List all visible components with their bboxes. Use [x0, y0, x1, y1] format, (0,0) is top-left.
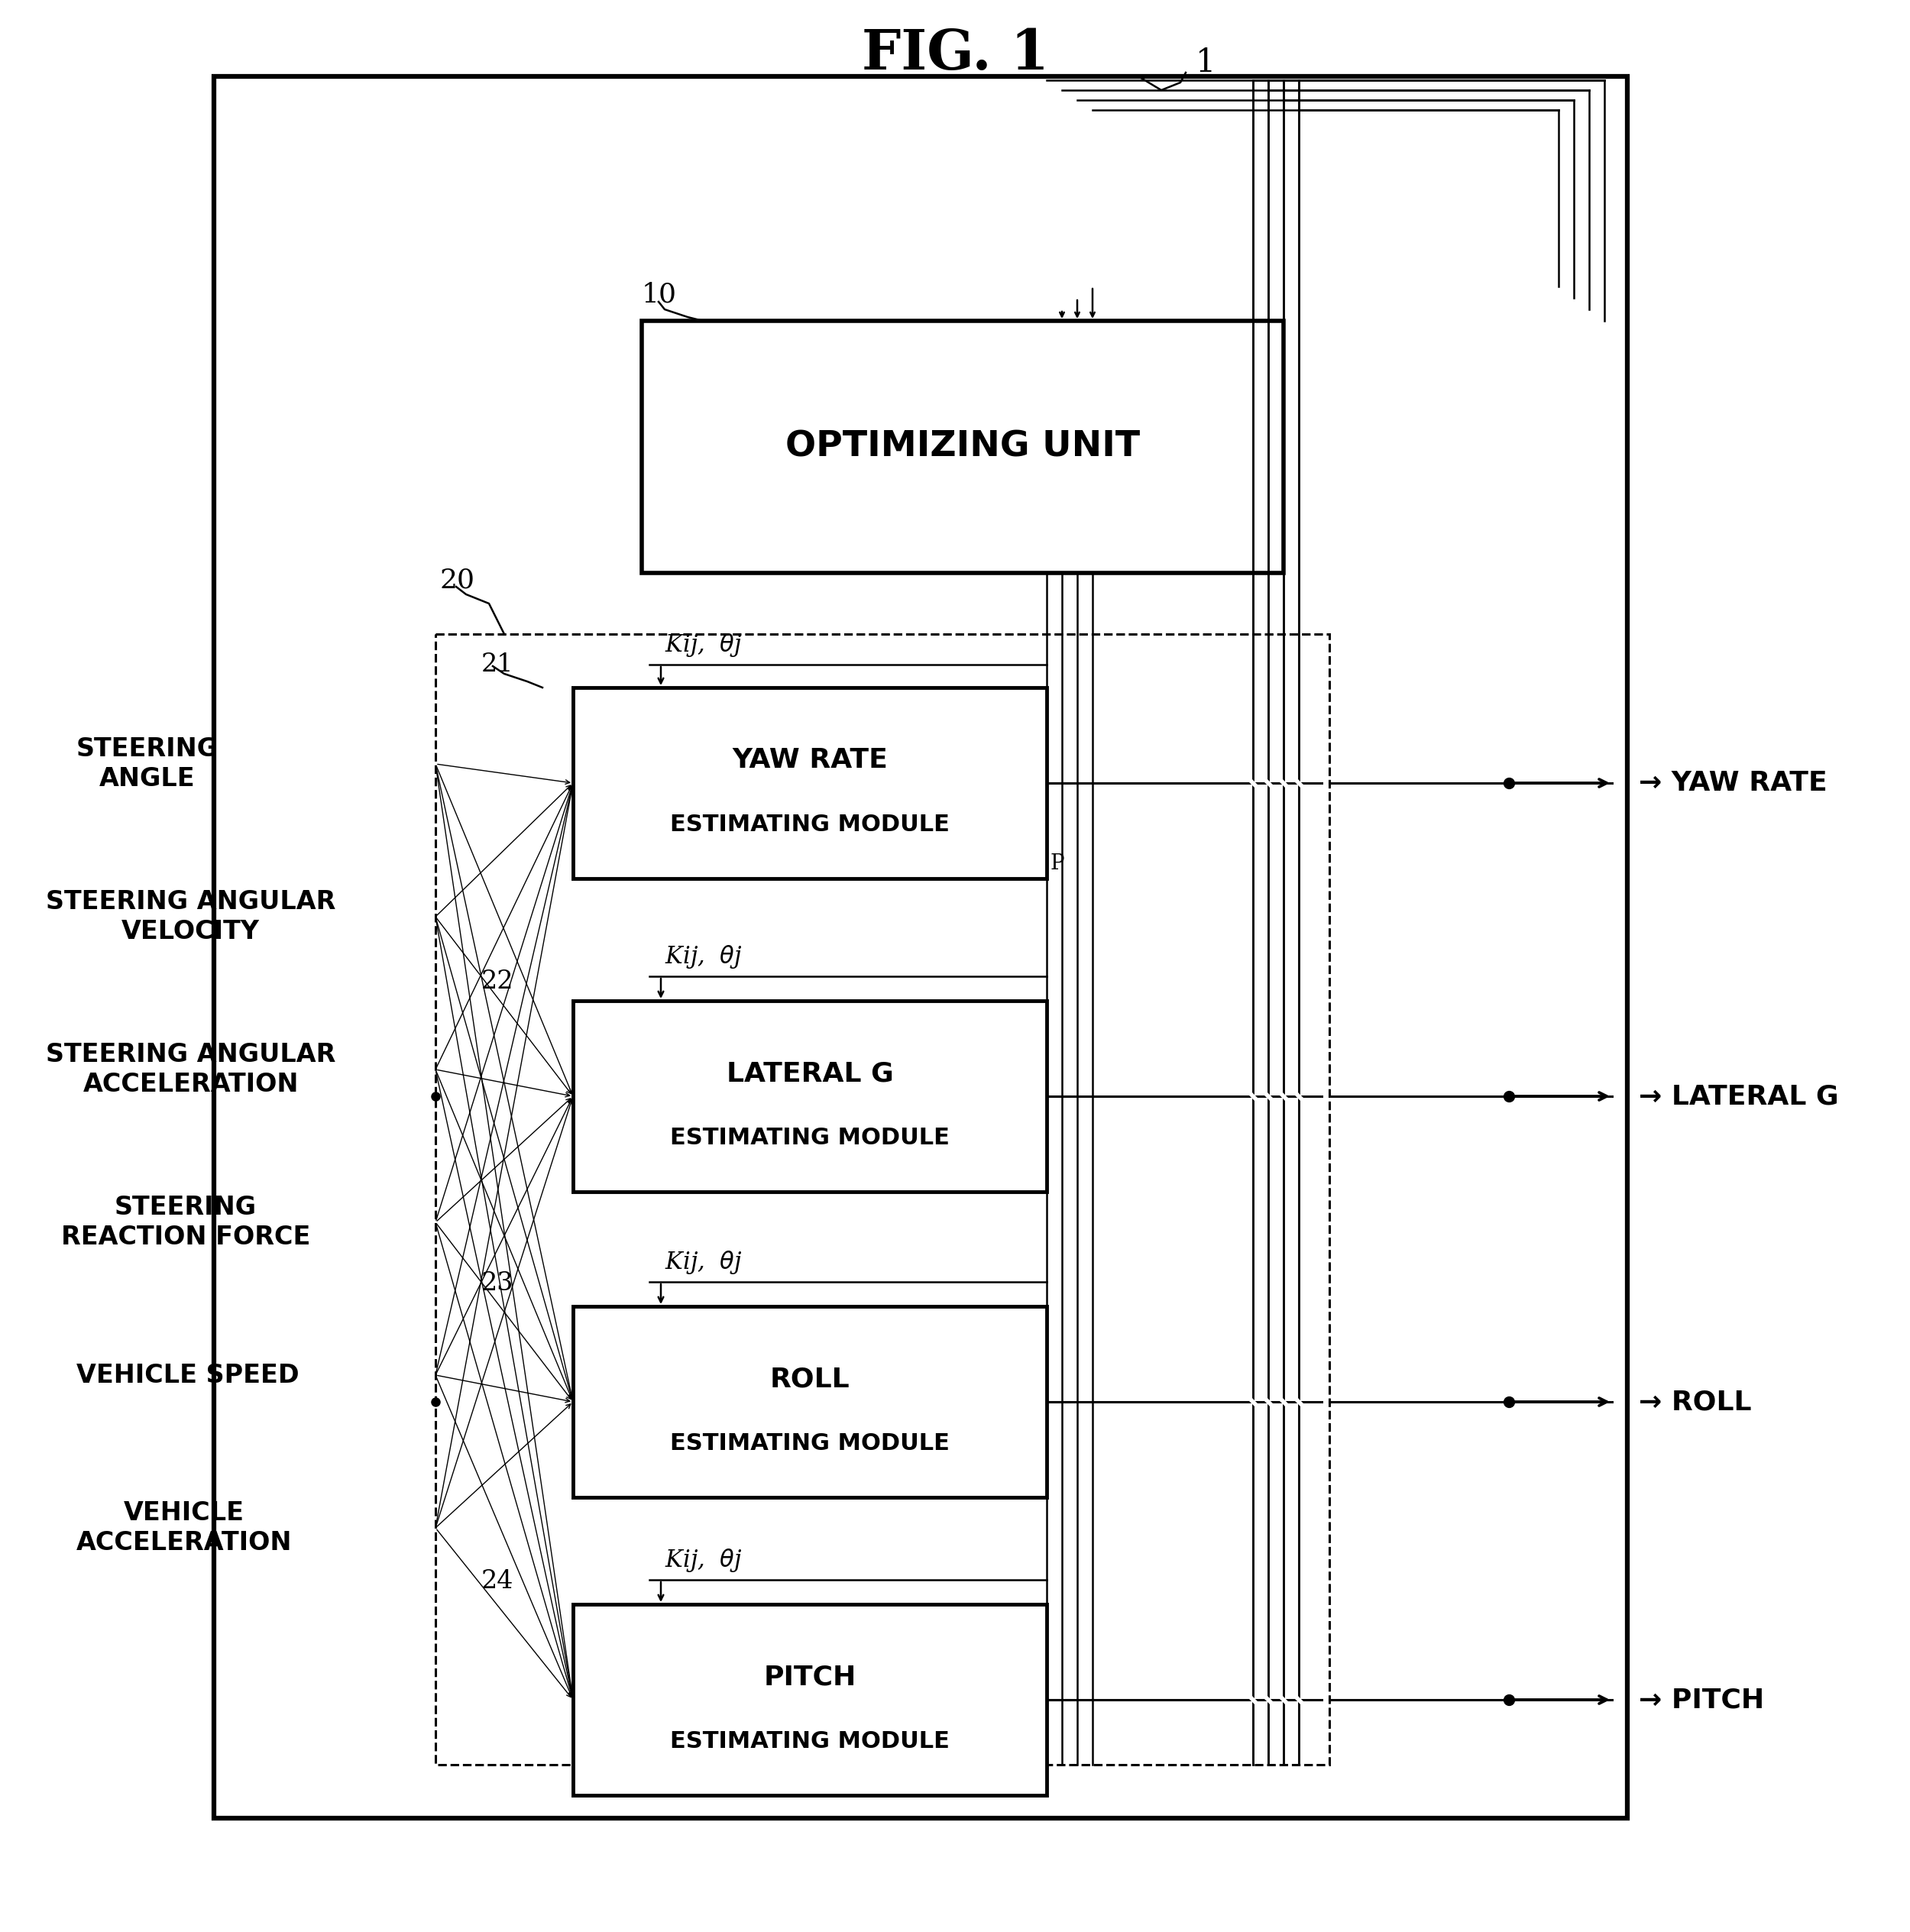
Text: 22: 22 — [481, 970, 514, 993]
Bar — [642, 321, 1284, 574]
Text: → YAW RATE: → YAW RATE — [1639, 771, 1828, 796]
Text: Kij,  $\theta$j: Kij, $\theta$j — [665, 1548, 741, 1575]
Text: 21: 21 — [481, 653, 514, 676]
Bar — [214, 77, 1627, 1818]
Text: Kij,  $\theta$j: Kij, $\theta$j — [665, 943, 741, 970]
Bar — [573, 1306, 1047, 1497]
Text: 20: 20 — [439, 568, 474, 593]
Text: STEERING
ANGLE: STEERING ANGLE — [76, 736, 218, 790]
Text: → LATERAL G: → LATERAL G — [1639, 1084, 1839, 1109]
Text: VEHICLE
ACCELERATION: VEHICLE ACCELERATION — [76, 1501, 292, 1555]
Text: VEHICLE SPEED: VEHICLE SPEED — [76, 1362, 300, 1387]
Text: 24: 24 — [481, 1569, 514, 1594]
Text: YAW RATE: YAW RATE — [732, 748, 888, 773]
Text: Kij,  $\theta$j: Kij, $\theta$j — [665, 1250, 741, 1275]
Bar — [573, 1001, 1047, 1192]
Text: ESTIMATING MODULE: ESTIMATING MODULE — [670, 1434, 949, 1455]
Text: STEERING ANGULAR
VELOCITY: STEERING ANGULAR VELOCITY — [46, 889, 336, 945]
Text: ESTIMATING MODULE: ESTIMATING MODULE — [670, 813, 949, 837]
Text: 10: 10 — [642, 282, 676, 307]
Text: ESTIMATING MODULE: ESTIMATING MODULE — [670, 1731, 949, 1752]
Text: PITCH: PITCH — [764, 1663, 856, 1690]
Text: OPTIMIZING UNIT: OPTIMIZING UNIT — [785, 429, 1140, 464]
Text: ESTIMATING MODULE: ESTIMATING MODULE — [670, 1126, 949, 1150]
Text: FIG. 1: FIG. 1 — [861, 27, 1049, 81]
Bar — [435, 634, 1329, 1764]
Bar — [573, 688, 1047, 879]
Text: 1: 1 — [1196, 46, 1217, 79]
Text: STEERING ANGULAR
ACCELERATION: STEERING ANGULAR ACCELERATION — [46, 1043, 336, 1097]
Text: P: P — [1050, 852, 1064, 873]
Text: 23: 23 — [481, 1271, 514, 1296]
Text: → PITCH: → PITCH — [1639, 1687, 1765, 1714]
Text: ROLL: ROLL — [770, 1366, 850, 1391]
Text: LATERAL G: LATERAL G — [726, 1061, 894, 1086]
Text: STEERING
REACTION FORCE: STEERING REACTION FORCE — [61, 1196, 311, 1250]
Bar — [573, 1604, 1047, 1795]
Text: → ROLL: → ROLL — [1639, 1389, 1751, 1414]
Text: Kij,  $\theta$j: Kij, $\theta$j — [665, 632, 741, 659]
